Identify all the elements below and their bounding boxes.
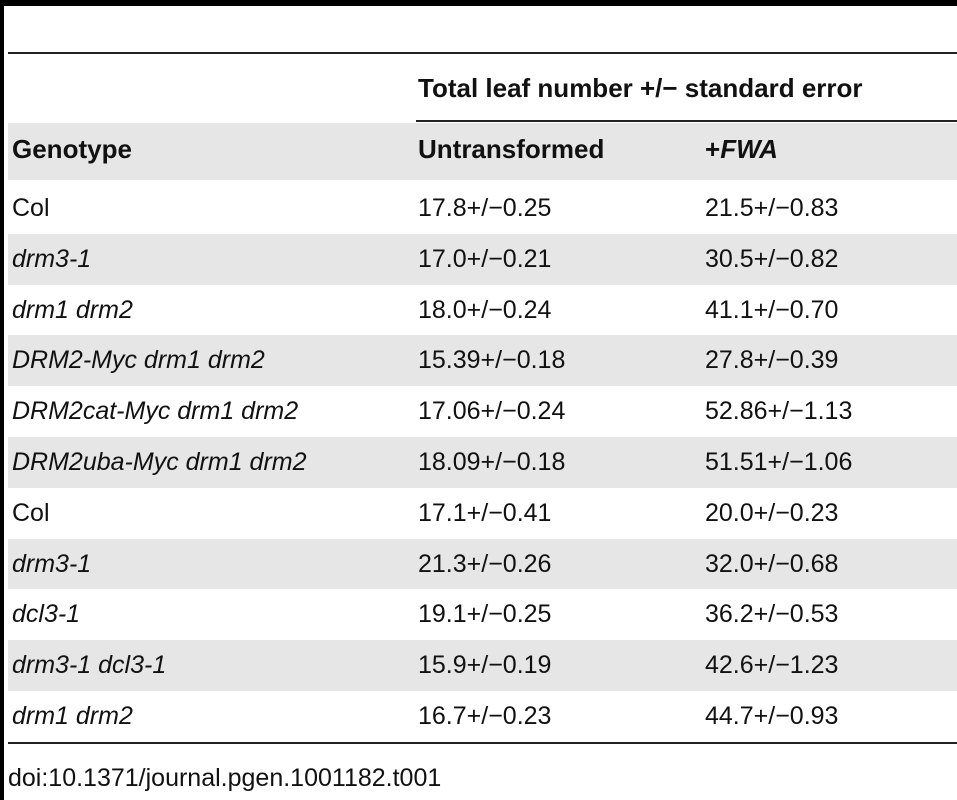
fwa-cell: 42.6+/−1.23 xyxy=(705,651,839,680)
table-row: drm1 drm2 16.7+/−0.23 44.7+/−0.93 xyxy=(8,691,957,742)
fwa-cell: 30.5+/−0.82 xyxy=(705,244,839,273)
column-header-fwa-name: FWA xyxy=(720,134,778,164)
genotype-cell: Col xyxy=(12,194,50,222)
table-body: Col 17.8+/−0.25 21.5+/−0.83 drm3-1 17.0+… xyxy=(8,183,957,742)
genotype-cell: drm3-1 dcl3-1 xyxy=(12,651,167,680)
table-top-rule xyxy=(8,52,957,54)
table-row: Col 17.1+/−0.41 20.0+/−0.23 xyxy=(8,488,957,539)
table-row: Col 17.8+/−0.25 21.5+/−0.83 xyxy=(8,183,957,234)
table-row: DRM2uba-Myc drm1 drm2 18.09+/−0.18 51.51… xyxy=(8,436,957,488)
untransformed-cell: 17.06+/−0.24 xyxy=(418,397,566,426)
fwa-cell: 44.7+/−0.93 xyxy=(705,701,839,730)
doi-link[interactable]: doi:10.1371/journal.pgen.1001182.t001 xyxy=(8,764,442,792)
left-border xyxy=(0,0,4,800)
column-header-genotype: Genotype xyxy=(12,134,132,164)
genotype-cell: drm1 drm2 xyxy=(12,701,133,730)
table-row: drm1 drm2 18.0+/−0.24 41.1+/−0.70 xyxy=(8,285,957,336)
genotype-cell: drm3-1 xyxy=(12,244,92,273)
untransformed-cell: 17.0+/−0.21 xyxy=(418,244,552,273)
table-row: DRM2cat-Myc drm1 drm2 17.06+/−0.24 52.86… xyxy=(8,386,957,437)
untransformed-cell: 17.1+/−0.41 xyxy=(418,498,552,527)
fwa-cell: 52.86+/−1.13 xyxy=(705,397,853,426)
table-row: DRM2-Myc drm1 drm2 15.39+/−0.18 27.8+/−0… xyxy=(8,335,957,387)
table-row: dcl3-1 19.1+/−0.25 36.2+/−0.53 xyxy=(8,589,957,640)
fwa-cell: 36.2+/−0.53 xyxy=(705,600,839,629)
group-header-rule xyxy=(416,120,957,122)
column-header-untransformed: Untransformed xyxy=(418,134,605,164)
table-row: drm3-1 21.3+/−0.26 32.0+/−0.68 xyxy=(8,538,957,590)
fwa-cell: 20.0+/−0.23 xyxy=(705,498,839,527)
fwa-cell: 41.1+/−0.70 xyxy=(705,295,839,324)
top-border xyxy=(0,0,957,6)
untransformed-cell: 15.9+/−0.19 xyxy=(418,651,552,680)
untransformed-cell: 18.09+/−0.18 xyxy=(418,447,566,476)
untransformed-cell: 16.7+/−0.23 xyxy=(418,701,552,730)
untransformed-cell: 17.8+/−0.25 xyxy=(418,194,552,222)
column-header-fwa-plus: + xyxy=(705,134,721,164)
genotype-cell: drm1 drm2 xyxy=(12,295,133,324)
genotype-cell: dcl3-1 xyxy=(12,600,81,629)
untransformed-cell: 21.3+/−0.26 xyxy=(418,549,552,578)
fwa-cell: 32.0+/−0.68 xyxy=(705,549,839,578)
untransformed-cell: 15.39+/−0.18 xyxy=(418,346,566,375)
genotype-cell: DRM2cat-Myc drm1 drm2 xyxy=(12,397,299,426)
genotype-cell: DRM2uba-Myc drm1 drm2 xyxy=(12,447,307,476)
table-bottom-rule xyxy=(8,742,957,744)
untransformed-cell: 19.1+/−0.25 xyxy=(418,600,552,629)
fwa-cell: 21.5+/−0.83 xyxy=(705,194,839,222)
table-row: drm3-1 17.0+/−0.21 30.5+/−0.82 xyxy=(8,233,957,285)
group-header: Total leaf number +/− standard error xyxy=(418,73,863,103)
genotype-cell: drm3-1 xyxy=(12,549,92,578)
untransformed-cell: 18.0+/−0.24 xyxy=(418,295,552,324)
fwa-cell: 27.8+/−0.39 xyxy=(705,346,839,375)
column-header-row: Genotype Untransformed +FWA xyxy=(8,123,957,180)
table-row: drm3-1 dcl3-1 15.9+/−0.19 42.6+/−1.23 xyxy=(8,640,957,691)
genotype-cell: Col xyxy=(12,498,50,527)
column-header-fwa: +FWA xyxy=(705,123,778,175)
genotype-cell: DRM2-Myc drm1 drm2 xyxy=(12,346,265,375)
fwa-cell: 51.51+/−1.06 xyxy=(705,447,853,476)
